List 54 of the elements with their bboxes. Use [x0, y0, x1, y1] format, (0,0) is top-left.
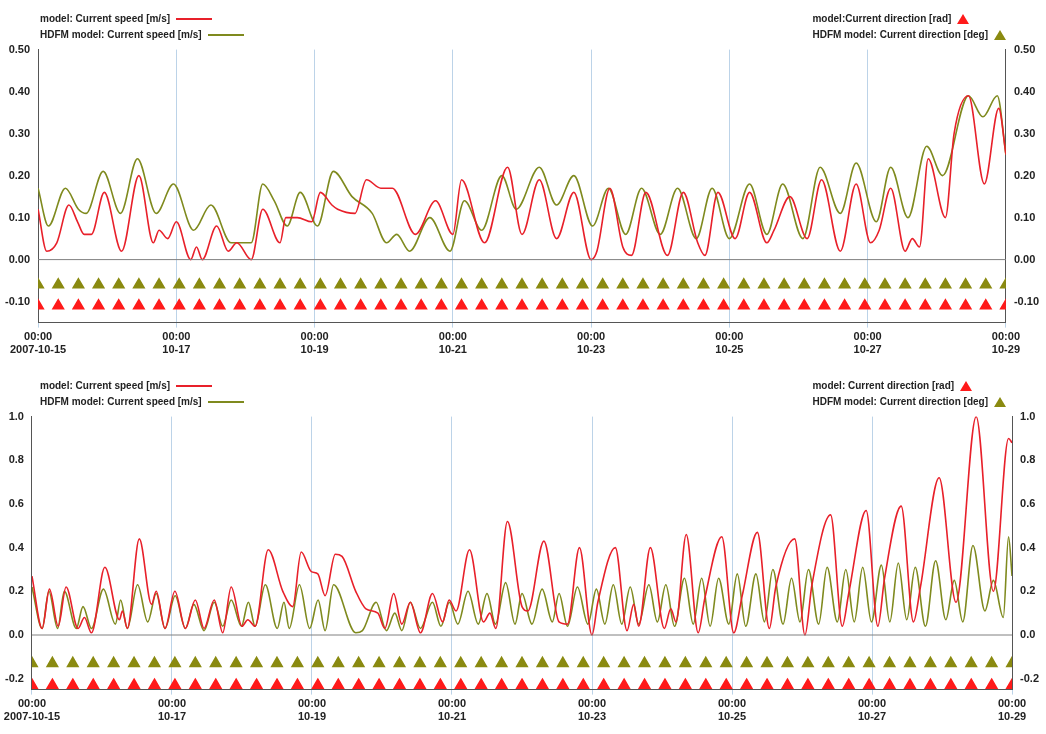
- x-tick-label: 00:00 10-17: [157, 697, 187, 723]
- y-tick-label: 1.0: [8, 409, 24, 422]
- y2-tick-label: 0.00: [1013, 252, 1036, 265]
- y-tick-label: 0.10: [8, 210, 31, 223]
- x-tick-label: 00:00 10-17: [162, 330, 191, 356]
- y-tick-label: 0.6: [8, 496, 24, 509]
- y-tick-label: 0.2: [8, 584, 24, 597]
- y2-tick-label: -0.10: [1013, 294, 1040, 307]
- x-tick-label: 00:00 10-25: [715, 330, 744, 356]
- y2-tick-label: 0.50: [1013, 42, 1036, 55]
- y-tick-label: -0.10: [4, 294, 31, 307]
- y-tick-label: 0.20: [8, 168, 31, 181]
- y-tick-label: 0.4: [8, 540, 25, 553]
- x-tick-label: 00:00 10-21: [437, 697, 467, 723]
- legend-label: HDFM model: Current direction [deg]: [812, 29, 988, 40]
- x-tick-label: 00:00 10-29: [997, 697, 1027, 723]
- legend-label: model: Current direction [rad]: [812, 380, 955, 391]
- y2-tick-label: 1.0: [1020, 409, 1036, 422]
- y-tick-label: 0.8: [8, 453, 24, 466]
- legend-label: model:Current direction [rad]: [812, 13, 952, 24]
- y-tick-label: 0.00: [8, 252, 31, 265]
- y2-tick-label: 0.6: [1020, 496, 1036, 509]
- legend-label: HDFM model: Current speed [m/s]: [40, 396, 202, 407]
- legend-label: HDFM model: Current direction [deg]: [812, 396, 988, 407]
- y-tick-label: 0.30: [8, 126, 31, 139]
- x-tick-label: 00:00 10-23: [577, 330, 606, 356]
- x-tick-label: 00:00 2007-10-15: [9, 330, 67, 356]
- y2-tick-label: -0.2: [1020, 671, 1040, 684]
- y-tick-label: -0.2: [4, 671, 24, 684]
- y2-tick-label: 0.20: [1013, 168, 1036, 181]
- y2-tick-label: 0.40: [1013, 84, 1036, 97]
- legend-label: HDFM model: Current speed [m/s]: [40, 29, 202, 40]
- y-tick-label: 0.40: [8, 84, 31, 97]
- y2-tick-label: 0.30: [1013, 126, 1036, 139]
- line-series: [31, 535, 1013, 634]
- y-tick-label: 0.50: [8, 42, 31, 55]
- y2-tick-label: 0.4: [1020, 540, 1037, 553]
- x-tick-label: 00:00 10-27: [857, 697, 887, 723]
- x-tick-label: 00:00 10-25: [717, 697, 747, 723]
- x-tick-label: 00:00 10-19: [300, 330, 329, 356]
- y2-tick-label: 0.2: [1020, 584, 1036, 597]
- y2-tick-label: 0.10: [1013, 210, 1036, 223]
- x-tick-label: 00:00 10-27: [853, 330, 882, 356]
- legend-label: model: Current speed [m/s]: [40, 13, 171, 24]
- y2-tick-label: 0.8: [1020, 453, 1036, 466]
- legend-label: model: Current speed [m/s]: [40, 380, 171, 391]
- y-tick-label: 0.0: [8, 628, 24, 641]
- x-tick-label: 00:00 10-23: [577, 697, 607, 723]
- line-series: [31, 416, 1013, 636]
- x-tick-label: 00:00 10-29: [991, 330, 1020, 356]
- y2-tick-label: 0.0: [1020, 628, 1036, 641]
- x-tick-label: 00:00 2007-10-15: [3, 697, 61, 723]
- x-tick-label: 00:00 10-19: [297, 697, 327, 723]
- x-tick-label: 00:00 10-21: [438, 330, 467, 356]
